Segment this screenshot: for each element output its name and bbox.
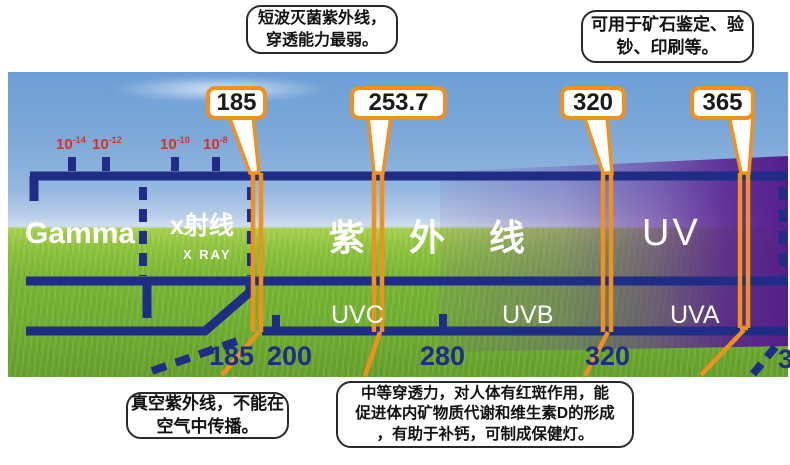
lower-scale-ticks — [272, 314, 447, 330]
band-label-uv-en: UV — [642, 212, 701, 254]
scale-exponent: -10 — [176, 135, 190, 145]
leader-365 — [699, 173, 751, 377]
subband-label-uva: UVA — [670, 301, 720, 329]
callout-shortwave-germicidal: 短波灭菌紫外线， 穿透能力最弱。 — [246, 5, 398, 54]
callout-line: ，有助于补钙，可制成保健灯。 — [376, 425, 594, 443]
band-label-gamma: Gamma — [25, 217, 136, 250]
marker-pointer-253 — [366, 114, 394, 175]
marker-pointer-320 — [581, 114, 614, 175]
subband-label-uvb: UVB — [502, 301, 554, 329]
callout-line: 钞、印刷等。 — [616, 37, 719, 57]
callout-vacuum-uv: 真空紫外线，不能在 空气中传播。 — [126, 392, 289, 439]
leader-320 — [583, 173, 614, 378]
callout-line: 穿透能力最弱。 — [265, 31, 378, 49]
callout-line: 可用于矿石鉴定、验 — [591, 15, 744, 35]
leader-253 — [362, 173, 385, 377]
leader-185 — [220, 173, 264, 377]
callout-line: 短波灭菌紫外线， — [257, 10, 386, 28]
scale-base: 10 — [92, 136, 109, 153]
dashed-diagonal-right — [749, 337, 785, 377]
callout-medium-penetration: 中等穿透力，对人体有红斑作用，能 促进体内矿物质代谢和维生素D的形成 ，有助于补… — [336, 381, 634, 448]
marker-pointer-365 — [726, 114, 755, 175]
wavelength-marker-320: 320 — [560, 86, 626, 120]
top-scale-label-1: 10-14 — [56, 135, 86, 153]
scale-exponent: -12 — [108, 135, 122, 145]
dashed-diagonal-left — [150, 335, 245, 375]
top-scale-label-3: 10-10 — [160, 135, 190, 153]
purple-uv-wedge — [440, 156, 788, 352]
callout-line: 真空紫外线，不能在 — [131, 394, 284, 414]
bottom-scale-partial: 3 — [778, 344, 790, 374]
band-label-xray-en: X RAY — [183, 247, 232, 262]
callout-line: 促进体内矿物质代谢和维生素D的形成 — [355, 405, 615, 423]
callout-mineral-identification: 可用于矿石鉴定、验 钞、印刷等。 — [581, 10, 754, 63]
callout-line: 空气中传播。 — [156, 416, 259, 436]
wavelength-marker-365: 365 — [690, 86, 755, 120]
scale-base: 10 — [203, 136, 220, 153]
scale-base: 10 — [56, 136, 73, 153]
bottom-scale-200: 200 — [267, 341, 313, 371]
band-label-uv-cn: 紫外线 — [329, 217, 570, 258]
bottom-scale-320: 320 — [585, 341, 631, 371]
subband-label-uvc: UVC — [331, 301, 384, 329]
scale-exponent: -8 — [219, 135, 228, 145]
wavelength-marker-253-7: 253.7 — [350, 86, 447, 120]
top-scale-label-4: 10-8 — [203, 135, 228, 153]
top-scale-label-2: 10-12 — [92, 135, 122, 153]
band-label-xray-cn: x射线 — [170, 212, 234, 240]
lower-scale-left — [26, 283, 255, 336]
bottom-scale-280: 280 — [420, 341, 466, 371]
wavelength-marker-185: 185 — [206, 86, 267, 120]
scale-exponent: -14 — [72, 135, 86, 145]
top-axis-ticks — [68, 157, 220, 171]
callout-line: 中等穿透力，对人体有红斑作用，能 — [360, 384, 609, 402]
bottom-scale-185: 185 — [209, 341, 255, 371]
marker-pointer-185 — [226, 114, 261, 175]
scale-base: 10 — [160, 136, 177, 153]
